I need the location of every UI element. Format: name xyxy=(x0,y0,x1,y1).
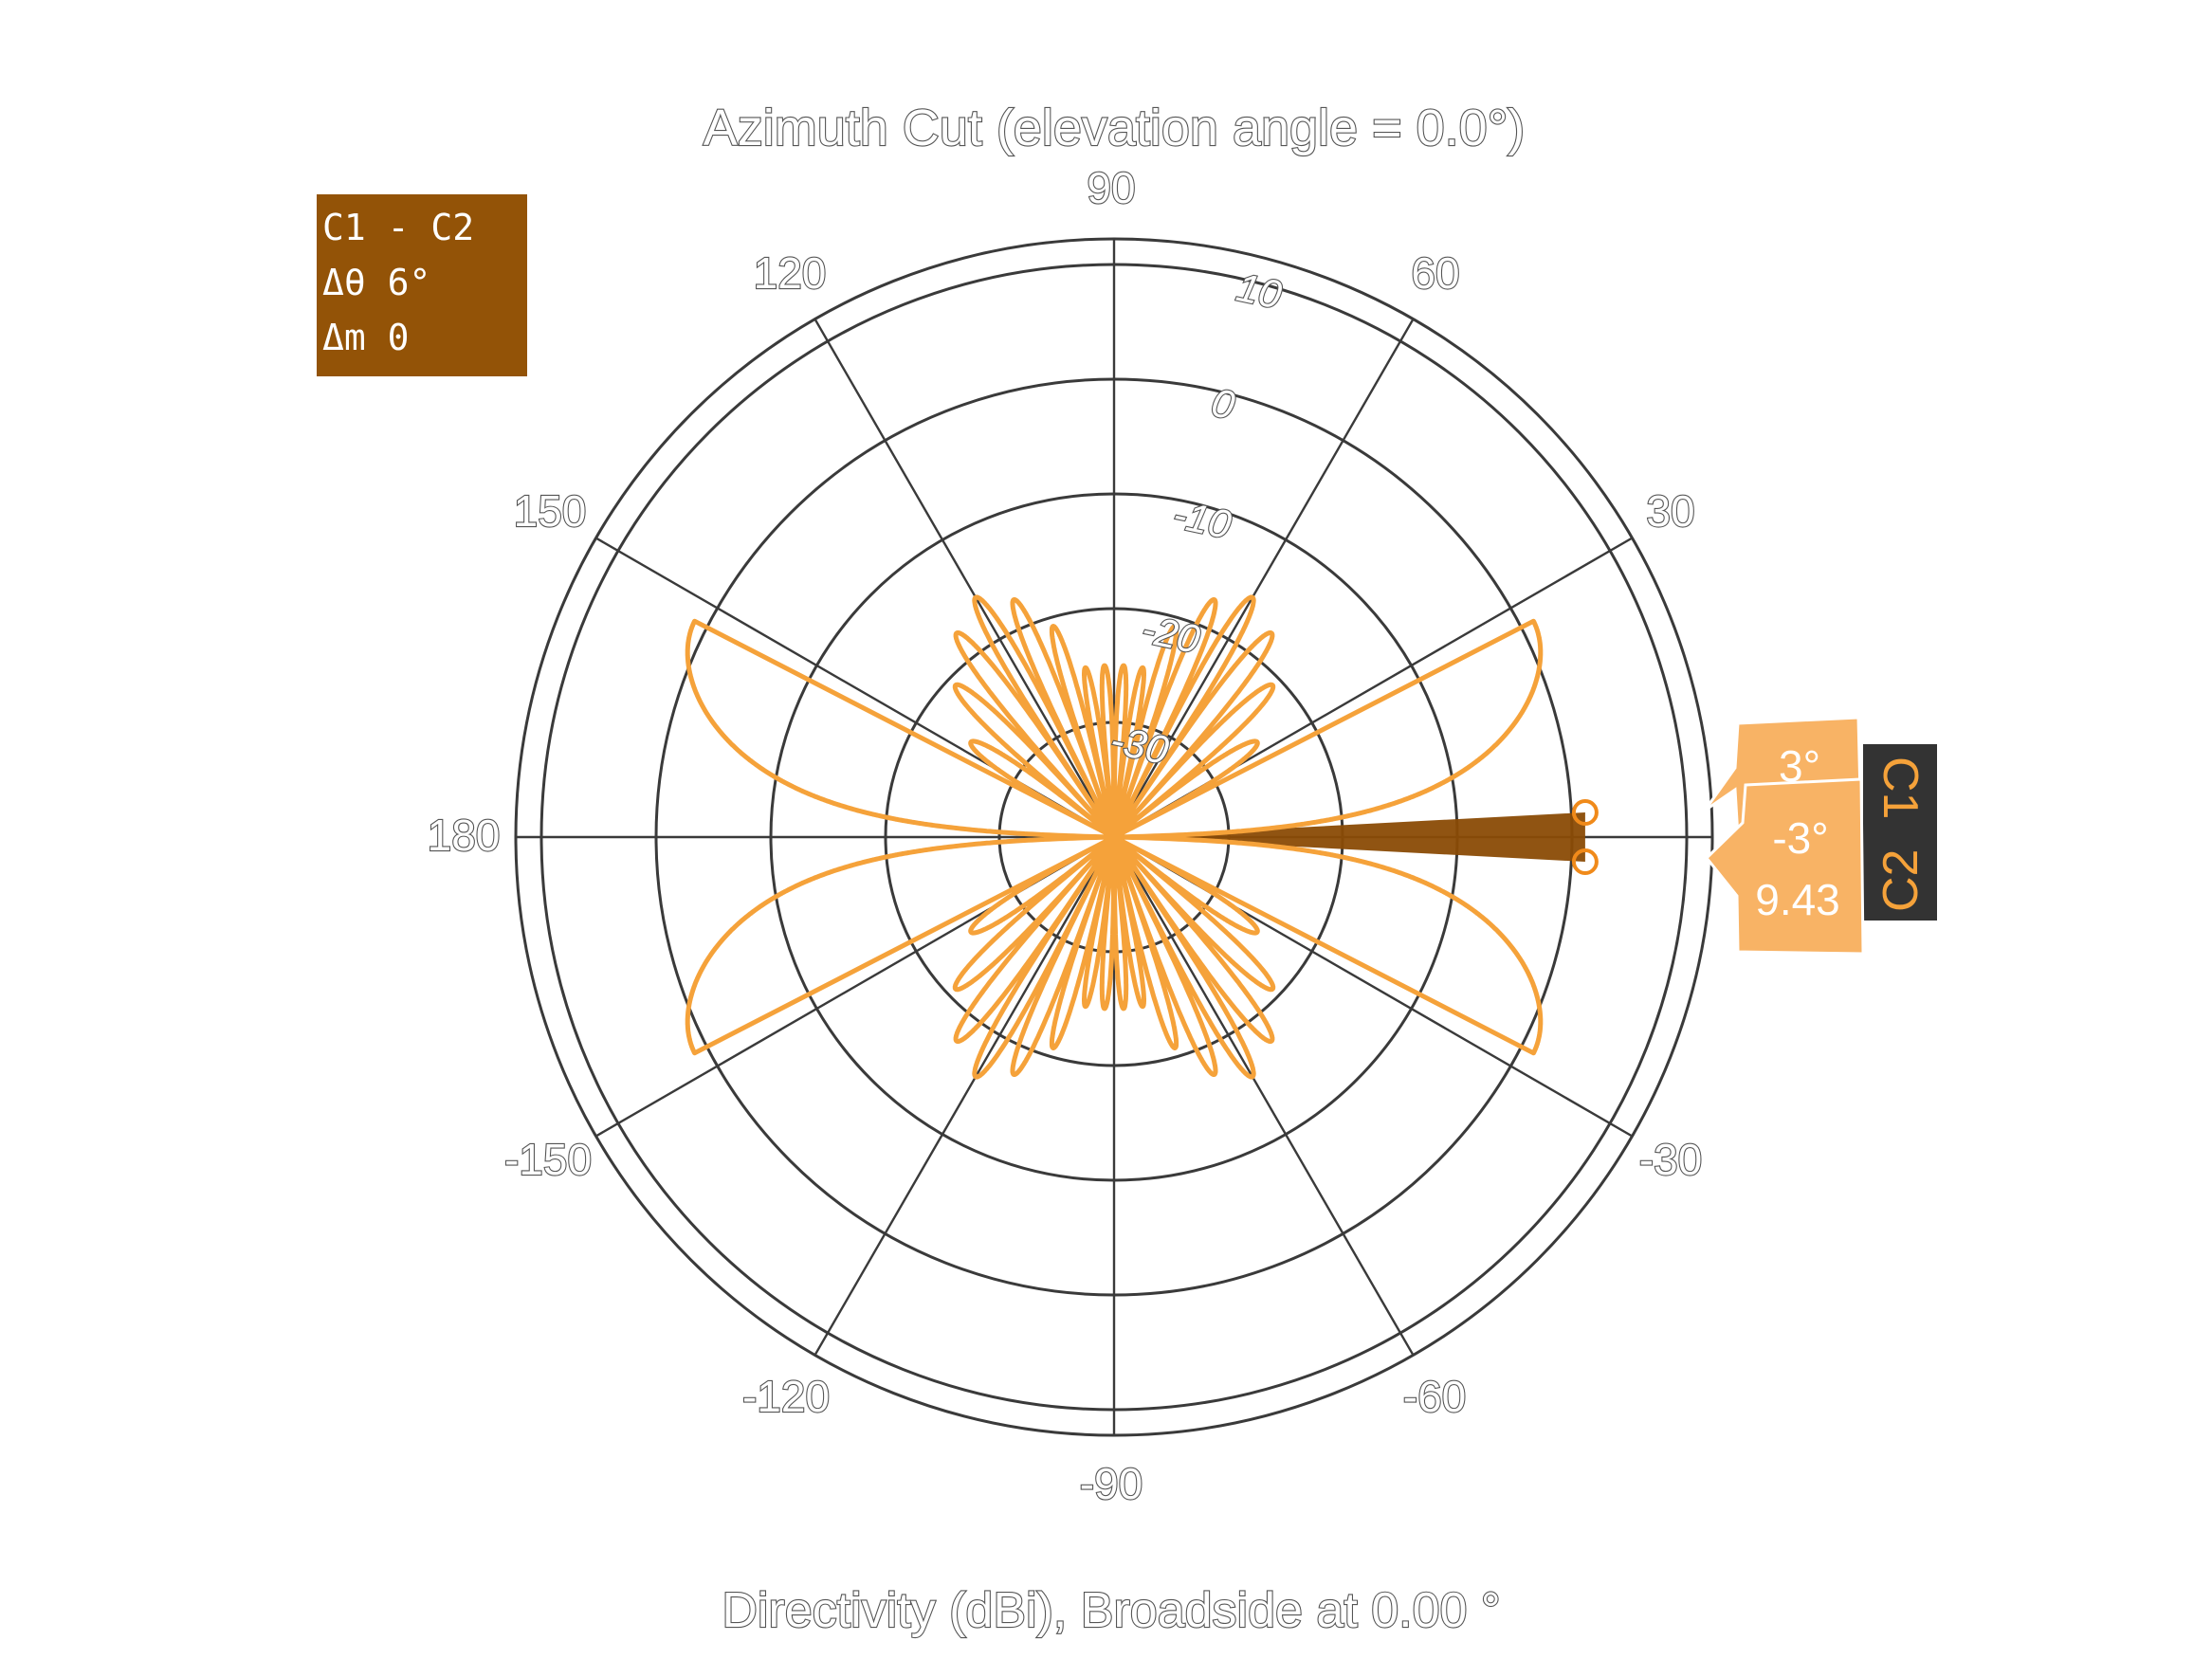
cursor-delta-box: C1 - C2 Δθ 6° Δm 0 xyxy=(317,194,527,376)
angle-tick-label: -60 xyxy=(1403,1372,1466,1421)
cursor-tag-c2-label: C2 xyxy=(1874,849,1929,912)
delta-box-angle-delta: Δθ 6° xyxy=(322,262,431,303)
cursor-c1-marker[interactable] xyxy=(1571,799,1599,826)
delta-box-magnitude-delta: Δm 0 xyxy=(322,317,410,358)
angular-grid-spoke xyxy=(1112,836,1415,1357)
angle-tick-label: 30 xyxy=(1646,486,1694,536)
cursor-c2-marker[interactable] xyxy=(1571,848,1599,875)
cursor-tag[interactable] xyxy=(1863,744,1937,921)
cursor-span-wedge xyxy=(1114,812,1585,862)
radial-tick-label: -30 xyxy=(1106,718,1173,774)
angular-grid-spoke xyxy=(814,836,1116,1357)
radial-tick-label: 0 xyxy=(1208,379,1239,428)
cursor-tag-c1-label: C1 xyxy=(1873,757,1928,819)
cursor-c2-angle: -3° xyxy=(1772,813,1828,863)
angle-tick-label: -120 xyxy=(742,1372,830,1421)
angle-tick-label: 180 xyxy=(428,811,501,860)
radial-tick-label: -20 xyxy=(1138,607,1204,663)
cursor-c2-datatip[interactable] xyxy=(1704,777,1865,956)
cursor-c2-value: 9.43 xyxy=(1755,875,1840,924)
directivity-pattern-line xyxy=(685,594,1544,1080)
x-axis-label: Directivity (dBi), Broadside at 0.00 ° xyxy=(722,1583,1500,1638)
radial-tick-label: 10 xyxy=(1233,264,1286,318)
angle-tick-label: 120 xyxy=(754,248,827,298)
angle-tick-label: 60 xyxy=(1411,248,1459,298)
radial-tick-label: -10 xyxy=(1169,492,1235,548)
angular-grid-spoke xyxy=(1112,318,1415,838)
angle-tick-label: -30 xyxy=(1639,1135,1702,1184)
angle-tick-labels: 90 60 30 -30 -60 -90 -120 -150 180 150 1… xyxy=(427,162,1704,1509)
angle-tick-label: 150 xyxy=(514,486,587,536)
delta-box-cursors: C1 - C2 xyxy=(322,207,475,248)
chart-title: Azimuth Cut (elevation angle = 0.0°) xyxy=(704,100,1526,156)
angle-tick-label: -150 xyxy=(504,1135,592,1184)
angle-tick-label: -90 xyxy=(1080,1459,1143,1508)
angle-tick-label: 90 xyxy=(1087,163,1135,212)
angular-grid-spoke xyxy=(814,318,1116,838)
